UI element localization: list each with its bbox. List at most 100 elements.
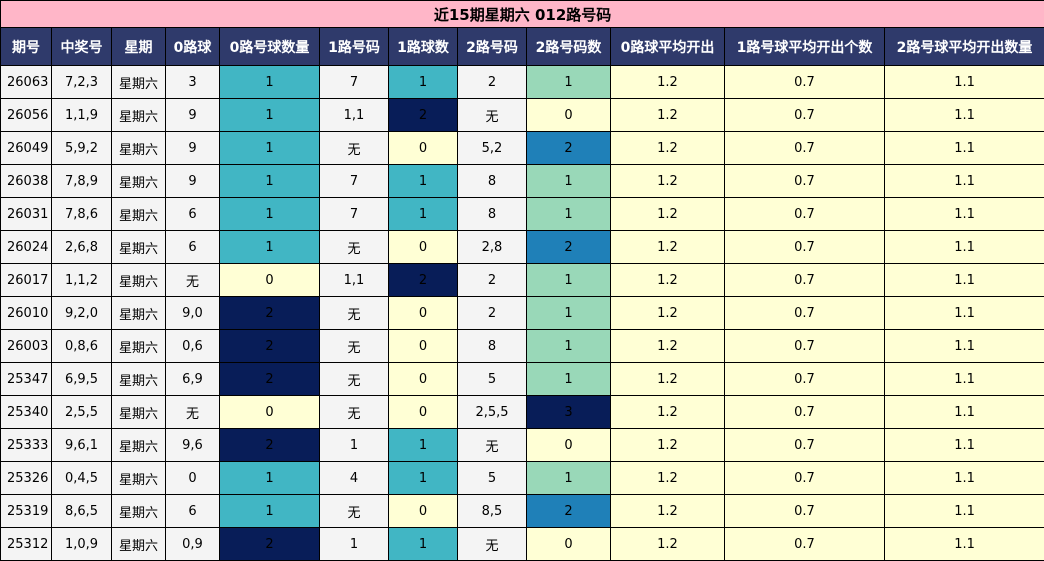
cell-winning-number: 1,1,9 [52,99,112,132]
cell-route2-numbers: 2 [458,66,527,99]
cell-route2-average: 1.1 [885,429,1044,462]
header-period: 期号 [1,28,52,66]
cell-route1-average: 0.7 [725,198,885,231]
cell-route2-average: 1.1 [885,528,1044,561]
cell-route1-average: 0.7 [725,231,885,264]
cell-route2-numbers: 2,5,5 [458,396,527,429]
header-route0-balls: 0路球 [166,28,220,66]
cell-route2-numbers: 5 [458,363,527,396]
cell-weekday: 星期六 [112,495,166,528]
cell-period: 26003 [1,330,52,363]
cell-route2-average: 1.1 [885,99,1044,132]
cell-route1-average: 0.7 [725,462,885,495]
cell-winning-number: 9,6,1 [52,429,112,462]
cell-winning-number: 9,2,0 [52,297,112,330]
cell-route0-balls: 3 [166,66,220,99]
cell-route0-count: 1 [220,66,320,99]
cell-route0-count: 2 [220,528,320,561]
cell-route1-average: 0.7 [725,132,885,165]
cell-winning-number: 7,8,6 [52,198,112,231]
cell-route2-count: 1 [527,264,611,297]
cell-route2-average: 1.1 [885,264,1044,297]
cell-route2-count: 2 [527,495,611,528]
cell-weekday: 星期六 [112,429,166,462]
cell-route1-average: 0.7 [725,264,885,297]
cell-weekday: 星期六 [112,462,166,495]
cell-route2-count: 0 [527,528,611,561]
cell-route2-numbers: 8,5 [458,495,527,528]
cell-route0-count: 2 [220,429,320,462]
header-route1-numbers: 1路号码 [320,28,389,66]
cell-route1-average: 0.7 [725,528,885,561]
cell-route0-average: 1.2 [611,99,725,132]
cell-weekday: 星期六 [112,363,166,396]
cell-winning-number: 1,1,2 [52,264,112,297]
cell-route2-count: 1 [527,297,611,330]
table-title: 近15期星期六 012路号码 [1,1,1044,28]
header-winning-number: 中奖号 [52,28,112,66]
cell-route0-balls: 无 [166,264,220,297]
cell-period: 26031 [1,198,52,231]
cell-period: 25340 [1,396,52,429]
cell-route1-average: 0.7 [725,66,885,99]
cell-winning-number: 1,0,9 [52,528,112,561]
cell-route1-count: 1 [389,66,458,99]
cell-route0-average: 1.2 [611,495,725,528]
cell-route2-average: 1.1 [885,462,1044,495]
cell-winning-number: 7,8,9 [52,165,112,198]
cell-route1-count: 1 [389,198,458,231]
cell-route2-count: 2 [527,132,611,165]
cell-route2-count: 1 [527,363,611,396]
cell-route1-count: 0 [389,132,458,165]
cell-route0-balls: 9 [166,132,220,165]
cell-winning-number: 7,2,3 [52,66,112,99]
cell-winning-number: 5,9,2 [52,132,112,165]
cell-route0-average: 1.2 [611,165,725,198]
cell-route0-average: 1.2 [611,330,725,363]
cell-route1-count: 2 [389,264,458,297]
cell-period: 25347 [1,363,52,396]
cell-route0-average: 1.2 [611,66,725,99]
cell-weekday: 星期六 [112,396,166,429]
cell-route1-average: 0.7 [725,396,885,429]
header-route1-average: 1路号球平均开出个数 [725,28,885,66]
cell-route2-count: 3 [527,396,611,429]
cell-route1-count: 0 [389,297,458,330]
cell-route2-numbers: 2 [458,264,527,297]
cell-winning-number: 0,4,5 [52,462,112,495]
cell-route0-count: 1 [220,132,320,165]
cell-route1-numbers: 无 [320,495,389,528]
cell-route1-count: 1 [389,165,458,198]
cell-route0-balls: 9,0 [166,297,220,330]
cell-route0-balls: 9 [166,165,220,198]
cell-route1-count: 0 [389,330,458,363]
cell-route2-count: 1 [527,198,611,231]
cell-route0-average: 1.2 [611,132,725,165]
cell-period: 26017 [1,264,52,297]
cell-route0-balls: 无 [166,396,220,429]
cell-route0-average: 1.2 [611,396,725,429]
header-weekday: 星期 [112,28,166,66]
cell-route2-average: 1.1 [885,297,1044,330]
cell-route1-numbers: 无 [320,330,389,363]
cell-route0-count: 2 [220,330,320,363]
cell-route2-average: 1.1 [885,132,1044,165]
cell-route1-numbers: 1 [320,528,389,561]
cell-period: 26063 [1,66,52,99]
cell-route2-numbers: 2,8 [458,231,527,264]
cell-period: 26024 [1,231,52,264]
cell-weekday: 星期六 [112,297,166,330]
cell-route2-average: 1.1 [885,165,1044,198]
header-route2-average: 2路号球平均开出数量 [885,28,1044,66]
cell-route1-numbers: 无 [320,363,389,396]
cell-route0-balls: 6 [166,495,220,528]
cell-route0-balls: 9,6 [166,429,220,462]
cell-route1-numbers: 7 [320,66,389,99]
cell-winning-number: 8,6,5 [52,495,112,528]
